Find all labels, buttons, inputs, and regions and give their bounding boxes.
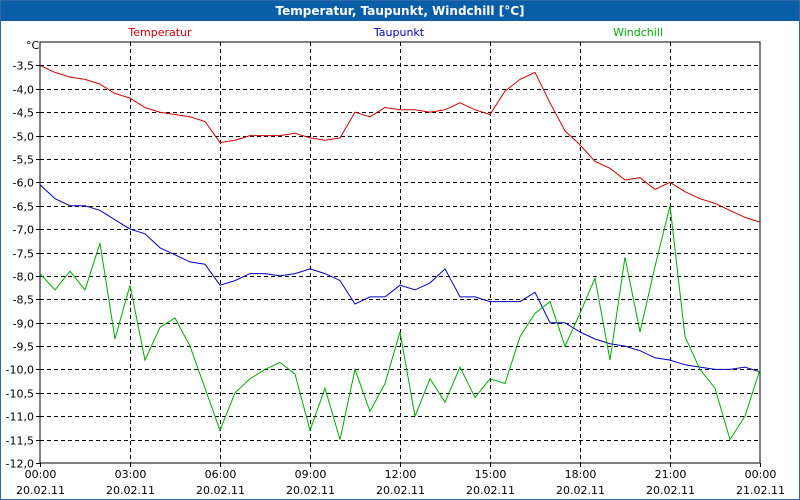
x-tick-time: 00:00 (745, 468, 777, 481)
legend-windchill: Windchill (613, 26, 663, 39)
x-tick-date: 20.02.11 (106, 484, 155, 497)
x-tick-time: 15:00 (475, 468, 507, 481)
x-tick-time: 21:00 (655, 468, 687, 481)
y-tick-label: -8,5 (13, 294, 34, 307)
window-title: Temperatur, Taupunkt, Windchill [°C] (1, 1, 799, 21)
legend-taupunkt: Taupunkt (373, 26, 425, 39)
x-tick-time: 12:00 (385, 468, 417, 481)
y-tick-label: -8,0 (13, 271, 34, 284)
x-tick-date: 20.02.11 (196, 484, 245, 497)
x-tick-date: 20.02.11 (646, 484, 695, 497)
y-tick-label: -4,0 (13, 84, 34, 97)
y-tick-label: -10,5 (6, 388, 34, 401)
legend: Temperatur Taupunkt Windchill (127, 26, 663, 39)
x-tick-time: 06:00 (205, 468, 237, 481)
series-line-temperatur (39, 64, 761, 223)
series-line-taupunkt (39, 184, 761, 373)
y-tick-label: -6,0 (13, 177, 34, 190)
y-tick-label: -5,0 (13, 131, 34, 144)
y-axis-unit: °C (26, 39, 40, 52)
x-tick-date: 20.02.11 (376, 484, 425, 497)
y-tick-label: -6,5 (13, 201, 34, 214)
y-tick-label: -7,5 (13, 248, 34, 261)
x-tick-date: 20.02.11 (556, 484, 605, 497)
x-tick-date: 21.02.11 (736, 484, 785, 497)
y-tick-label: -5,5 (13, 154, 34, 167)
y-tick-label: -4,5 (13, 107, 34, 120)
x-tick-date: 20.02.11 (16, 484, 65, 497)
series-lines (39, 64, 761, 441)
x-tick-time: 18:00 (565, 468, 597, 481)
y-tick-label: -9,5 (13, 341, 34, 354)
y-tick-label: -7,0 (13, 224, 34, 237)
legend-temperatur: Temperatur (127, 26, 192, 39)
x-tick-time: 09:00 (295, 468, 327, 481)
x-tick-date: 20.02.11 (286, 484, 335, 497)
x-tick-time: 03:00 (115, 468, 147, 481)
y-tick-label: -10,0 (6, 364, 34, 377)
y-tick-label: -11,0 (6, 411, 34, 424)
x-axis-ticks: 00:00 20.02.11 03:00 20.02.11 06:00 20.02.11 0… (16, 463, 785, 497)
y-tick-label: -9,0 (13, 318, 34, 331)
y-axis-ticks: -3,5 -4,0 -4,5 -5,0 -5,5 -6,0 -6,5 -7,0 -7,5 -8,0… (6, 60, 40, 471)
x-tick-date: 20.02.11 (466, 484, 515, 497)
x-tick-time: 00:00 (25, 468, 57, 481)
y-tick-label: -12,0 (6, 458, 34, 471)
series-line-windchill (39, 205, 761, 441)
y-tick-label: -3,5 (13, 60, 34, 73)
y-tick-label: -11,5 (6, 435, 34, 448)
